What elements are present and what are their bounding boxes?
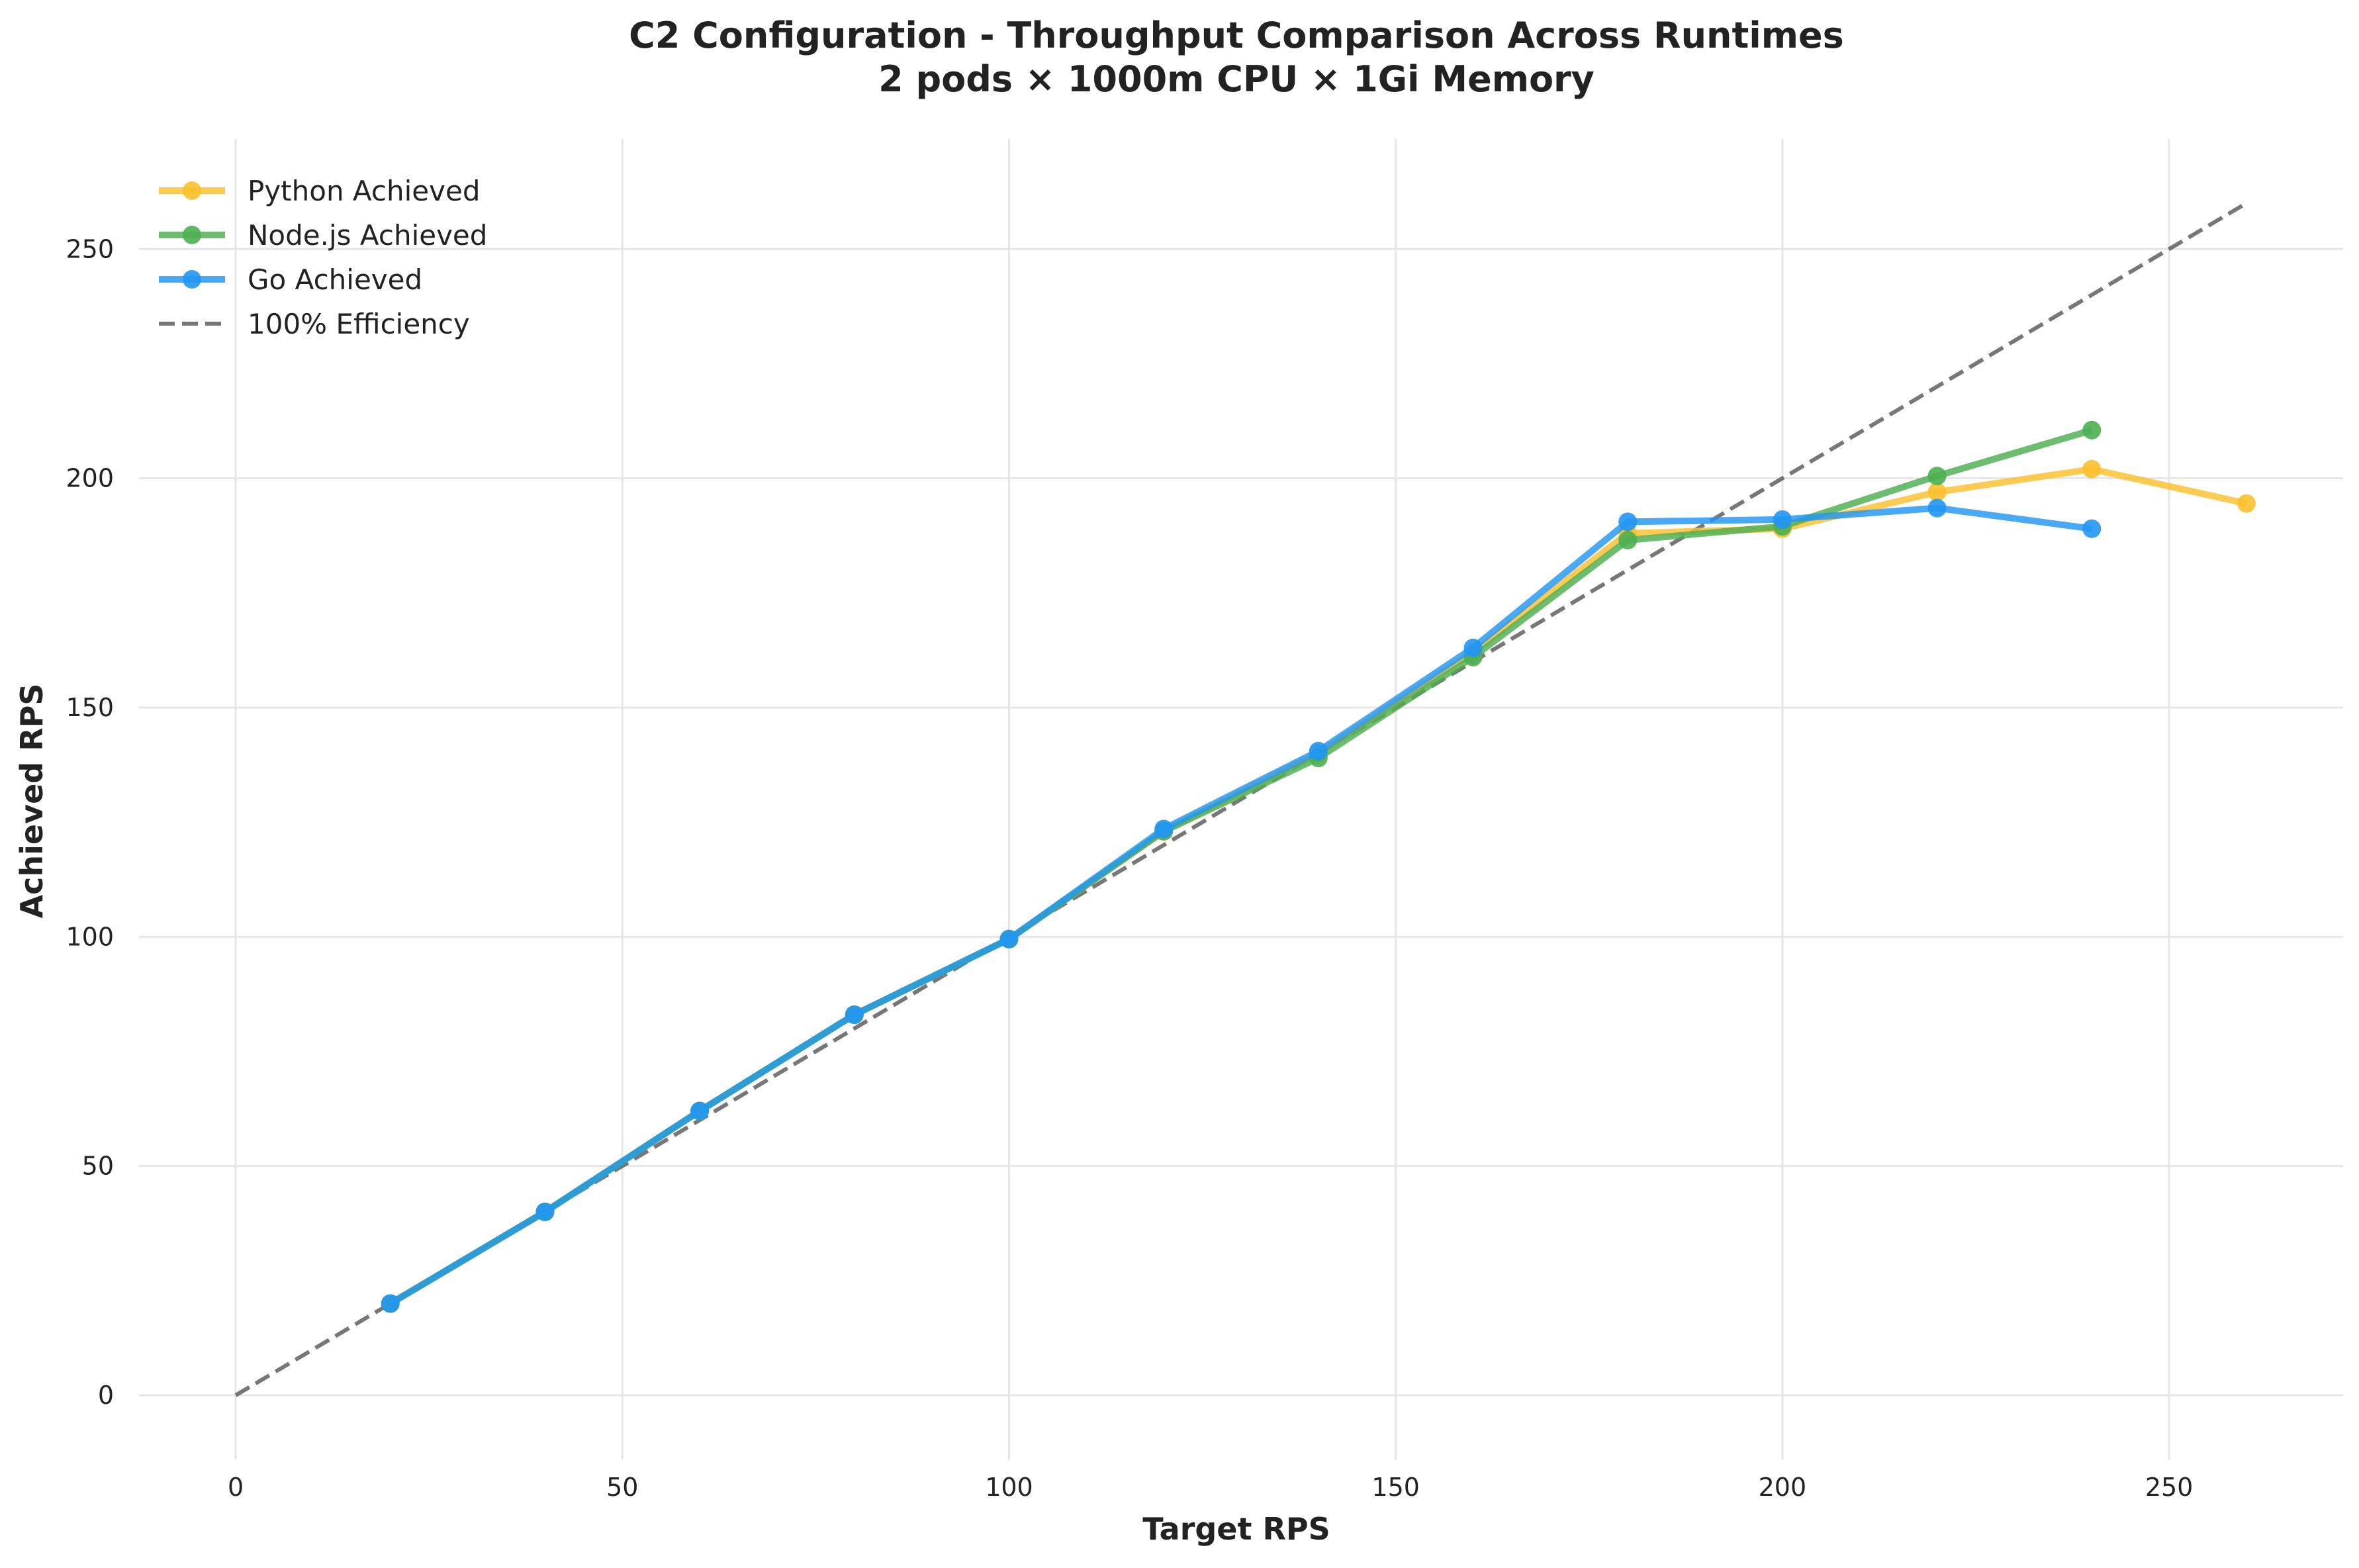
legend-label: 100% Efficiency (248, 308, 470, 340)
legend-marker (183, 226, 201, 244)
data-point (2082, 519, 2102, 538)
legend-item: Python Achieved (159, 175, 481, 207)
data-point (845, 1005, 864, 1025)
data-point (1154, 819, 1174, 839)
data-point (2237, 494, 2256, 513)
legend-item: Node.js Achieved (159, 219, 487, 252)
data-point (2082, 459, 2102, 479)
data-point (535, 1202, 555, 1221)
chart-title: C2 Configuration - Throughput Comparison… (629, 15, 1844, 56)
y-tick-label: 50 (82, 1152, 114, 1181)
x-tick-label: 0 (228, 1473, 244, 1502)
data-point (1618, 512, 1638, 531)
legend-marker (183, 181, 201, 200)
series-0 (381, 459, 2256, 1313)
y-tick-label: 200 (66, 464, 114, 493)
data-point (1618, 531, 1638, 550)
series-line (389, 465, 2247, 1307)
series-line (389, 427, 2093, 1307)
x-tick-label: 150 (1371, 1473, 1420, 1502)
series-group (234, 201, 2256, 1397)
data-point (2082, 420, 2102, 439)
data-point (381, 1294, 400, 1313)
series-2 (381, 498, 2102, 1313)
series-1 (381, 420, 2102, 1313)
x-axis-label: Target RPS (1142, 1511, 1330, 1547)
x-tick-label: 100 (985, 1473, 1033, 1502)
ticks: 0 50 100 150 200 250 0 50 100 150 200 250 (66, 234, 2193, 1502)
y-axis-label: Achieved RPS (14, 684, 50, 919)
series-3 (234, 201, 2248, 1397)
x-tick-label: 50 (606, 1473, 638, 1502)
series-line-efficiency (234, 201, 2248, 1397)
legend: Python Achieved Node.js Achieved Go Achiev… (159, 175, 487, 340)
data-point (1927, 467, 1947, 486)
data-point (1927, 498, 1947, 518)
x-tick-label: 200 (1759, 1473, 1807, 1502)
data-point (690, 1101, 710, 1121)
legend-item: Go Achieved (159, 263, 422, 296)
y-tick-label: 100 (66, 922, 114, 951)
legend-item: 100% Efficiency (159, 308, 470, 340)
legend-marker (183, 270, 201, 289)
x-tick-label: 250 (2145, 1473, 2194, 1502)
data-point (1463, 638, 1483, 657)
y-tick-label: 150 (66, 693, 114, 722)
legend-label: Node.js Achieved (248, 219, 487, 252)
legend-label: Python Achieved (248, 175, 481, 207)
legend-label: Go Achieved (248, 263, 422, 296)
data-point (1927, 483, 1947, 502)
grid (139, 139, 2343, 1459)
series-line (389, 504, 2092, 1307)
data-point (1309, 741, 1328, 761)
y-tick-label: 0 (98, 1381, 114, 1410)
y-tick-label: 250 (66, 234, 114, 263)
data-point (1773, 510, 1792, 529)
chart-subtitle: 2 pods × 1000m CPU × 1Gi Memory (878, 58, 1595, 100)
data-point (999, 929, 1019, 948)
